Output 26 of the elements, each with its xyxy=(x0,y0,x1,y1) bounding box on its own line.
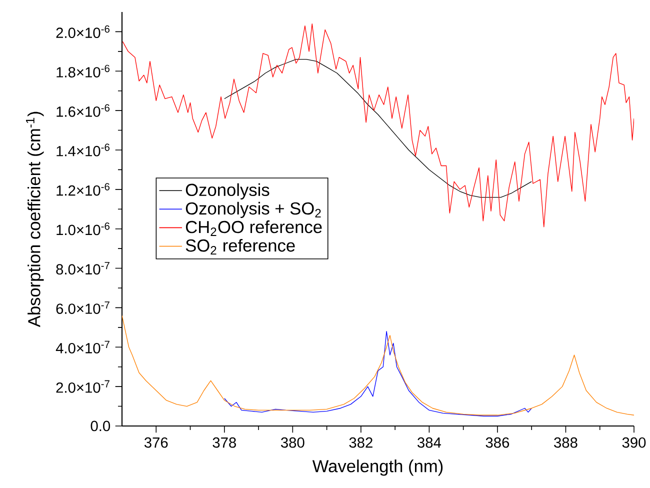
x-tick-label: 384 xyxy=(418,437,441,448)
legend-label: Ozonolysis + SO$_{2}$ xyxy=(186,202,321,218)
x-tick-label: 380 xyxy=(280,437,304,448)
y-tick-label: 2.0×10$^{-7}$ xyxy=(56,380,110,393)
y-tick-label: 8.0×10$^{-7}$ xyxy=(56,262,110,275)
y-axis-title: Absorption coefficient (cm$^{-1}$) xyxy=(26,112,44,328)
y-tick-label: 4.0×10$^{-7}$ xyxy=(56,340,110,354)
legend-label: SO$_{2}$ reference xyxy=(186,238,295,254)
x-tick-label: 390 xyxy=(622,437,646,448)
x-tick-label: 386 xyxy=(486,437,510,448)
legend-label: Ozonolysis xyxy=(186,183,270,200)
y-tick-label: 6.0×10$^{-7}$ xyxy=(56,301,110,314)
y-tick-label: 1.4×10$^{-6}$ xyxy=(56,144,110,156)
y-tick-label: 2.0×10$^{-6}$ xyxy=(56,25,110,38)
x-tick-label: 388 xyxy=(554,437,578,448)
x-tick-label: 378 xyxy=(212,437,236,448)
y-tick-label: 1.6×10$^{-6}$ xyxy=(56,104,110,117)
legend-label: CH$_{2}$OO reference xyxy=(186,220,322,236)
y-tick-label: 1.2×10$^{-6}$ xyxy=(56,183,110,196)
line-series xyxy=(224,331,532,416)
x-tick-label: 382 xyxy=(349,437,372,448)
y-tick-label: 0.0 xyxy=(90,420,110,432)
x-axis-title: Wavelength (nm) xyxy=(312,460,443,476)
x-tick-label: 376 xyxy=(144,437,168,448)
y-tick-label: 1.8×10$^{-6}$ xyxy=(56,64,110,78)
y-tick-label: 1.0×10$^{-6}$ xyxy=(56,222,110,236)
